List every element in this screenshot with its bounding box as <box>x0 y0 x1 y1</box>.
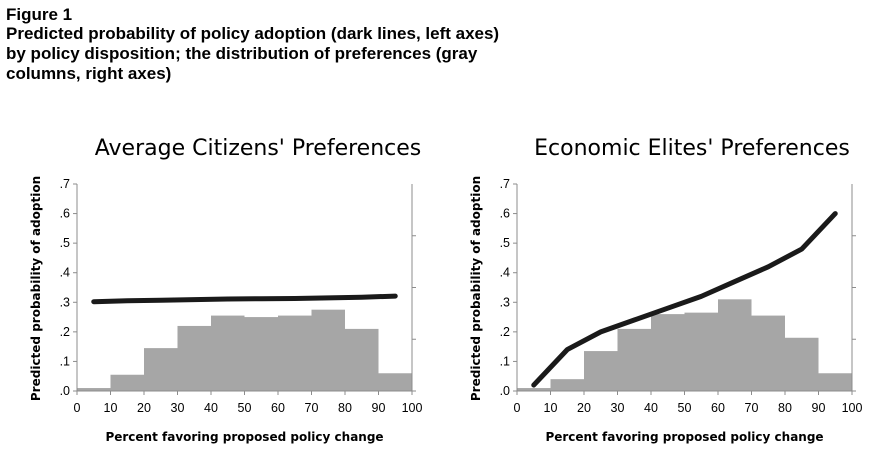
bar <box>617 328 651 391</box>
x-tick-label: 60 <box>271 401 285 415</box>
probability-line <box>531 211 838 388</box>
x-tick-label: 70 <box>305 401 319 415</box>
y-tick-label: .7 <box>500 177 510 191</box>
y-tick-label: .3 <box>500 295 510 309</box>
x-tick-label: 90 <box>372 401 386 415</box>
y-tick-label: .0 <box>500 384 510 398</box>
bar <box>818 373 852 391</box>
x-tick-label: 50 <box>678 401 692 415</box>
chart-economic-elites: Economic Elites' Preferences .0 .1 .2 .3 .4 .5… <box>469 136 862 444</box>
x-tick-label: 20 <box>577 401 591 415</box>
y-tick-label: .7 <box>60 177 70 191</box>
x-tick-label: 10 <box>104 401 118 415</box>
bar <box>244 317 278 391</box>
x-tick-label: 50 <box>238 401 252 415</box>
bar <box>584 351 618 391</box>
bar <box>684 312 718 391</box>
y-tick-label: .1 <box>60 354 70 368</box>
x-tick-label: 20 <box>137 401 151 415</box>
figure-label: Figure 1 <box>6 5 73 24</box>
x-tick-label: 70 <box>745 401 759 415</box>
chart-title: Average Citizens' Preferences <box>95 136 421 161</box>
bar <box>718 299 752 391</box>
x-tick-label: 100 <box>842 401 863 415</box>
x-tick-label: 0 <box>74 401 81 415</box>
y-tick-label: .6 <box>500 207 510 221</box>
x-tick-label: 0 <box>514 401 521 415</box>
y-tick-label: .4 <box>500 266 510 280</box>
bar <box>211 315 245 391</box>
x-tick-label: 40 <box>644 401 658 415</box>
bar <box>651 314 685 391</box>
figure-caption: Predicted probability of policy adoption… <box>6 24 500 83</box>
bar <box>77 388 111 391</box>
bar <box>378 373 412 391</box>
bar <box>110 374 144 391</box>
x-tick-label: 100 <box>402 401 423 415</box>
x-tick-label: 30 <box>171 401 185 415</box>
x-axis-label: Percent favoring proposed policy change <box>105 430 383 444</box>
y-tick-label: .5 <box>60 236 70 250</box>
y-tick-label: .5 <box>500 236 510 250</box>
x-tick-label: 90 <box>812 401 826 415</box>
x-tick-label: 80 <box>778 401 792 415</box>
y-axis-label: Predicted probability of adoption <box>469 176 483 401</box>
bar <box>550 379 584 391</box>
y-tick-label: .2 <box>60 325 70 339</box>
bar <box>278 315 312 391</box>
x-tick-label: 40 <box>204 401 218 415</box>
bar <box>311 309 345 391</box>
x-axis-label: Percent favoring proposed policy change <box>545 430 823 444</box>
chart-average-citizens: Average Citizens' Preferences .0 .1 .2 .3 .4.… <box>29 136 422 444</box>
y-tick-label: .0 <box>60 384 70 398</box>
x-tick-label: 30 <box>611 401 625 415</box>
bar <box>785 337 819 391</box>
bar <box>517 388 551 391</box>
bar <box>144 348 178 391</box>
x-tick-label: 80 <box>338 401 352 415</box>
probability-line <box>91 293 398 305</box>
y-axis-label: Predicted probability of adoption <box>29 176 43 401</box>
bar <box>751 315 785 391</box>
x-tick-label: 10 <box>544 401 558 415</box>
y-tick-label: .1 <box>500 354 510 368</box>
bar <box>345 328 379 391</box>
bar <box>177 325 211 391</box>
y-tick-label: .4 <box>60 266 70 280</box>
y-tick-label: .2 <box>500 325 510 339</box>
chart-title: Economic Elites' Preferences <box>534 136 850 161</box>
y-tick-label: .6 <box>60 207 70 221</box>
x-tick-label: 60 <box>711 401 725 415</box>
y-tick-label: .3 <box>60 295 70 309</box>
